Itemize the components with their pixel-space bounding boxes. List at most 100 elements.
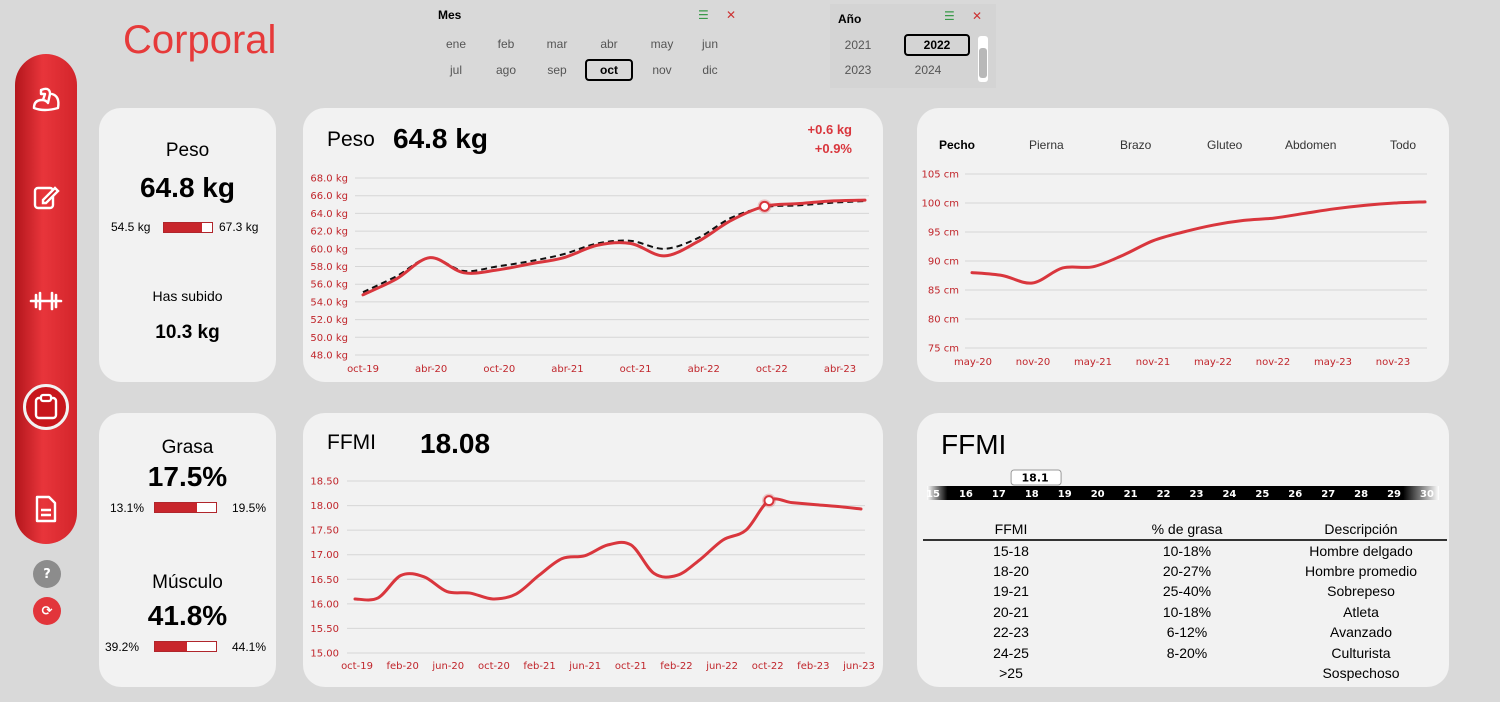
gauge-tick-label: 24 xyxy=(1222,489,1236,500)
sidebar-item-workout[interactable] xyxy=(15,276,77,326)
year-option[interactable]: 2022 xyxy=(904,34,970,56)
tab-pecho[interactable]: Pecho xyxy=(939,138,976,152)
gauge-tick-label: 17 xyxy=(992,489,1006,500)
table-cell: Atleta xyxy=(1343,603,1379,620)
table-cell: >25 xyxy=(999,665,1023,682)
y-tick-label: 95 cm xyxy=(928,228,959,239)
x-tick-label: may-23 xyxy=(1314,357,1352,368)
table-row: >25 Sospechoso xyxy=(923,663,1447,684)
gauge-tick-label: 20 xyxy=(1091,489,1105,500)
weight-value: 64.8 kg xyxy=(140,172,235,203)
sidebar-item-clipboard[interactable] xyxy=(23,384,69,430)
table-cell: 25-40% xyxy=(1162,583,1212,600)
gauge-tick-label: 29 xyxy=(1387,489,1401,500)
month-option[interactable]: jun xyxy=(701,37,718,51)
table-row: 22-23 6-12% Avanzado xyxy=(923,622,1447,643)
x-tick-label: jun-21 xyxy=(568,661,601,672)
table-cell: 20-21 xyxy=(993,603,1029,620)
year-scrollbar[interactable] xyxy=(978,36,988,82)
x-tick-label: nov-21 xyxy=(1136,357,1170,368)
weight-chart-value: 64.8 kg xyxy=(393,123,488,154)
table-cell: 19-21 xyxy=(993,583,1029,600)
table-header-row: FFMI% de grasa Descripción xyxy=(923,518,1447,541)
gauge-tick-label: 30 xyxy=(1420,489,1434,500)
ffmi-table: FFMI% de grasa Descripción 15-18 10-18% Hom… xyxy=(923,518,1447,684)
x-tick-label: oct-19 xyxy=(341,661,373,672)
gauge-tick-label: 15 xyxy=(927,489,940,500)
y-tick-label: 90 cm xyxy=(928,257,959,268)
month-option[interactable]: feb xyxy=(497,37,515,51)
x-tick-label: oct-21 xyxy=(615,661,647,672)
y-tick-label: 85 cm xyxy=(928,286,959,297)
help-icon: ? xyxy=(43,566,51,582)
ffmi-gauge: 15 16 17 18 19 20 21 22 23 24 25 26 27 28 29 30 18.1 xyxy=(927,469,1439,500)
multiselect-icon[interactable]: ☰ xyxy=(698,8,709,22)
month-option[interactable]: nov xyxy=(652,63,672,77)
body-comp-kpi-card: Grasa 17.5% 13.1% 19.5% Músculo 41.8% 39… xyxy=(99,413,276,687)
tab-todo[interactable]: Todo xyxy=(1390,138,1417,152)
table-header-cell: Descripción xyxy=(1275,518,1447,541)
gauge-tick-label: 27 xyxy=(1321,489,1335,500)
refresh-button[interactable]: ⟳ xyxy=(33,597,61,625)
y-tick-label: 100 cm xyxy=(921,199,959,210)
sidebar-item-arm[interactable] xyxy=(15,74,77,124)
y-tick-label: 48.0 kg xyxy=(310,351,348,362)
current-point-marker xyxy=(759,200,771,212)
tab-abdomen[interactable]: Abdomen xyxy=(1285,138,1337,152)
y-tick-label: 15.00 xyxy=(310,649,339,660)
y-tick-label: 105 cm xyxy=(921,170,959,181)
x-tick-label: abr-22 xyxy=(688,364,720,375)
month-option[interactable]: dic xyxy=(702,63,718,77)
x-tick-label: oct-19 xyxy=(347,364,379,375)
sidebar-item-edit[interactable] xyxy=(15,172,77,222)
app-title: Corporal xyxy=(123,18,277,62)
table-row: 19-21 25-40% Sobrepeso xyxy=(923,581,1447,602)
tab-gluteo[interactable]: Gluteo xyxy=(1207,138,1243,152)
y-tick-label: 64.0 kg xyxy=(310,209,348,220)
month-option[interactable]: ago xyxy=(495,63,517,77)
x-tick-label: abr-21 xyxy=(551,364,583,375)
year-option[interactable]: 2024 xyxy=(914,63,942,77)
year-option[interactable]: 2023 xyxy=(844,63,872,77)
measurements-chart-card: Pecho Pierna Brazo Gluteo Abdomen Todo 75 cm 8… xyxy=(917,108,1449,382)
tab-brazo[interactable]: Brazo xyxy=(1120,138,1152,152)
month-option[interactable]: may xyxy=(650,37,674,51)
x-tick-label: oct-22 xyxy=(756,364,788,375)
table-cell: Hombre promedio xyxy=(1304,562,1418,579)
month-option[interactable]: jul xyxy=(449,63,462,77)
dumbbell-icon xyxy=(29,291,63,311)
weight-max: 67.3 kg xyxy=(219,220,259,234)
multiselect-icon[interactable]: ☰ xyxy=(944,9,955,23)
month-option[interactable]: sep xyxy=(547,63,567,77)
y-tick-label: 66.0 kg xyxy=(310,191,348,202)
month-option[interactable]: oct xyxy=(585,59,633,81)
month-option[interactable]: ene xyxy=(445,37,467,51)
fat-label: Grasa xyxy=(161,437,214,458)
y-tick-label: 58.0 kg xyxy=(310,262,348,273)
table-header-cell: % de grasa xyxy=(1099,518,1275,541)
refresh-icon: ⟳ xyxy=(41,603,53,619)
x-tick-label: abr-20 xyxy=(415,364,447,375)
help-button[interactable]: ? xyxy=(33,560,61,588)
trend-series-line xyxy=(362,200,866,294)
y-tick-label: 80 cm xyxy=(928,315,959,326)
sidebar-item-document[interactable] xyxy=(15,484,77,534)
gauge-tick-label: 26 xyxy=(1288,489,1302,500)
y-tick-label: 52.0 kg xyxy=(310,315,348,326)
table-cell xyxy=(1099,663,1275,684)
month-option[interactable]: mar xyxy=(546,37,568,51)
gauge-tick-label: 19 xyxy=(1058,489,1072,500)
muscle-max: 44.1% xyxy=(232,640,267,654)
year-option[interactable]: 2021 xyxy=(844,38,872,52)
clear-filter-icon[interactable]: ✕ xyxy=(726,8,737,22)
x-tick-label: oct-21 xyxy=(620,364,652,375)
clear-filter-icon[interactable]: ✕ xyxy=(972,9,983,23)
weight-chart-title: Peso xyxy=(327,128,375,151)
tab-pierna[interactable]: Pierna xyxy=(1029,138,1064,152)
ffmi-chart-value: 18.08 xyxy=(420,428,491,459)
ffmi-reference-card: FFMI 15 16 17 18 19 20 21 22 23 24 25 26 27 28 29 30 18.… xyxy=(917,413,1449,687)
month-option[interactable]: abr xyxy=(600,37,618,51)
x-tick-label: feb-23 xyxy=(797,661,829,672)
ffmi-chart-card: FFMI 18.08 15.00 15.50 16.00 16.50 17.00 17.5… xyxy=(303,413,883,687)
gauge-tick-label: 18 xyxy=(1025,489,1039,500)
